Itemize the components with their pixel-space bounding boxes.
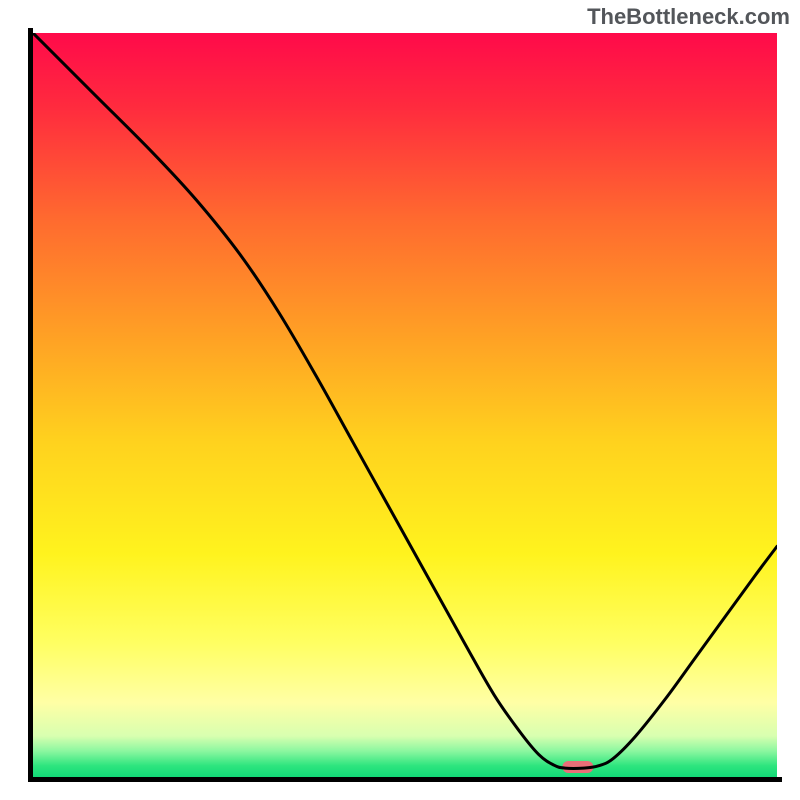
bottleneck-curve bbox=[33, 33, 777, 777]
x-axis bbox=[28, 777, 782, 782]
plot-area bbox=[33, 33, 777, 777]
watermark-text: TheBottleneck.com bbox=[587, 4, 790, 30]
chart-container: { "watermark": { "text": "TheBottleneck.… bbox=[0, 0, 800, 800]
y-axis bbox=[28, 28, 33, 782]
curve-path bbox=[33, 33, 777, 768]
